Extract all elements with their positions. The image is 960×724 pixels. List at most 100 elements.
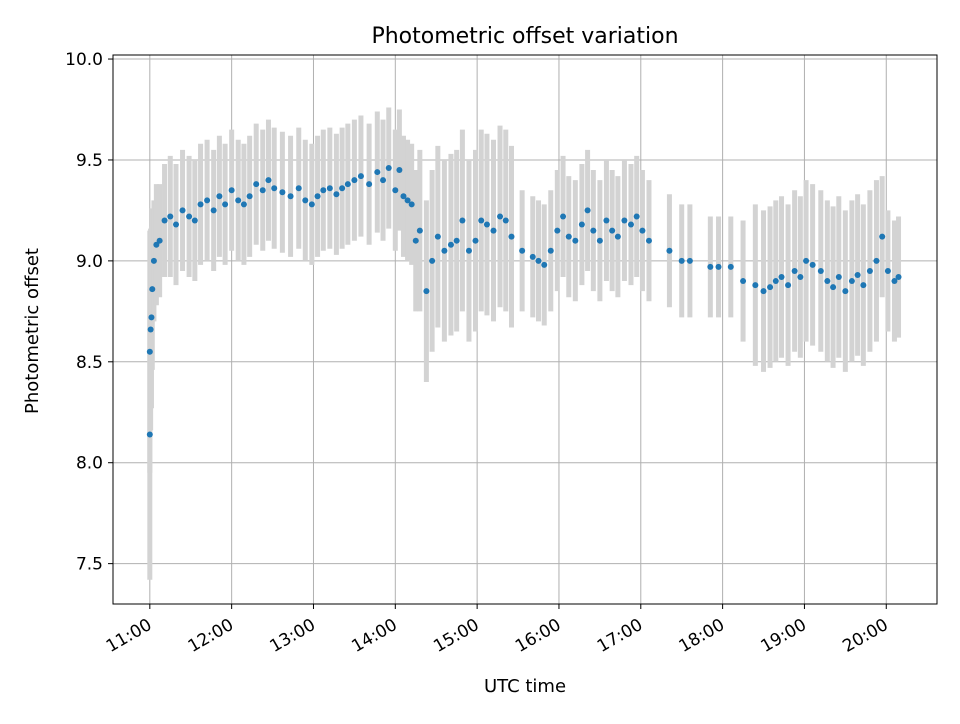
data-point bbox=[767, 284, 774, 291]
data-point bbox=[228, 187, 235, 194]
data-point bbox=[678, 257, 685, 264]
data-point bbox=[204, 197, 211, 204]
data-point bbox=[541, 261, 548, 268]
data-point bbox=[259, 187, 266, 194]
data-point bbox=[572, 237, 579, 244]
data-point bbox=[797, 274, 804, 281]
data-point bbox=[578, 221, 585, 228]
data-point bbox=[153, 241, 160, 248]
data-point bbox=[374, 169, 381, 176]
data-point bbox=[609, 227, 616, 234]
data-point bbox=[884, 267, 891, 274]
data-point bbox=[778, 274, 785, 281]
data-point bbox=[197, 201, 204, 208]
data-point bbox=[320, 187, 327, 194]
data-point bbox=[645, 237, 652, 244]
data-point bbox=[879, 233, 886, 240]
data-point bbox=[392, 187, 399, 194]
data-point bbox=[614, 233, 621, 240]
data-point bbox=[148, 314, 155, 321]
data-point bbox=[161, 217, 168, 224]
data-point bbox=[149, 286, 156, 293]
data-point bbox=[423, 288, 430, 295]
data-point bbox=[295, 185, 302, 192]
data-point bbox=[344, 181, 351, 188]
data-point bbox=[895, 274, 902, 281]
data-point bbox=[308, 201, 315, 208]
data-point bbox=[817, 267, 824, 274]
y-tick-label: 9.5 bbox=[76, 151, 103, 171]
data-point bbox=[396, 167, 403, 174]
data-point bbox=[809, 261, 816, 268]
data-point bbox=[385, 165, 392, 172]
data-point bbox=[186, 213, 193, 220]
data-point bbox=[891, 278, 898, 285]
data-point bbox=[603, 217, 610, 224]
data-point bbox=[240, 201, 247, 208]
data-point bbox=[279, 189, 286, 196]
y-tick-label: 7.5 bbox=[76, 555, 103, 575]
data-point bbox=[210, 207, 217, 214]
data-point bbox=[400, 193, 407, 200]
data-point bbox=[772, 278, 779, 285]
data-point bbox=[830, 284, 837, 291]
data-point bbox=[271, 185, 278, 192]
data-point bbox=[314, 193, 321, 200]
data-point bbox=[465, 247, 472, 254]
data-point bbox=[408, 201, 415, 208]
data-point bbox=[554, 227, 561, 234]
data-point bbox=[519, 247, 526, 254]
data-point bbox=[842, 288, 849, 295]
data-point bbox=[508, 233, 515, 240]
data-point bbox=[404, 197, 411, 204]
data-point bbox=[560, 213, 567, 220]
data-point bbox=[253, 181, 260, 188]
data-point bbox=[339, 185, 346, 192]
data-point bbox=[490, 227, 497, 234]
data-point bbox=[835, 274, 842, 281]
data-points bbox=[146, 165, 902, 438]
data-point bbox=[429, 257, 436, 264]
data-point bbox=[333, 191, 340, 198]
data-point bbox=[173, 221, 180, 228]
y-tick-label: 8.5 bbox=[76, 353, 103, 373]
data-point bbox=[727, 263, 734, 270]
data-point bbox=[535, 257, 542, 264]
data-point bbox=[873, 257, 880, 264]
data-point bbox=[584, 207, 591, 214]
data-point bbox=[666, 247, 673, 254]
data-point bbox=[412, 237, 419, 244]
data-point bbox=[590, 227, 597, 234]
chart-title: Photometric offset variation bbox=[371, 24, 678, 49]
data-point bbox=[639, 227, 646, 234]
data-point bbox=[848, 278, 855, 285]
data-point bbox=[760, 288, 767, 295]
y-axis-ticks: 7.5 8.0 8.5 9.0 9.5 10.0 bbox=[65, 50, 113, 575]
data-point bbox=[287, 193, 294, 200]
data-point bbox=[529, 253, 536, 260]
data-point bbox=[147, 326, 154, 333]
data-point bbox=[302, 197, 309, 204]
data-point bbox=[785, 282, 792, 289]
data-point bbox=[715, 263, 722, 270]
data-point bbox=[791, 267, 798, 274]
data-point bbox=[478, 217, 485, 224]
data-point bbox=[752, 282, 759, 289]
data-point bbox=[146, 348, 153, 355]
data-point bbox=[686, 257, 693, 264]
data-point bbox=[547, 247, 554, 254]
data-point bbox=[633, 213, 640, 220]
data-point bbox=[453, 237, 460, 244]
data-point bbox=[441, 247, 448, 254]
y-tick-label: 9.0 bbox=[76, 252, 103, 272]
data-point bbox=[565, 233, 572, 240]
data-point bbox=[150, 257, 157, 264]
data-point bbox=[707, 263, 714, 270]
data-point bbox=[824, 278, 831, 285]
data-point bbox=[357, 173, 364, 180]
data-point bbox=[351, 177, 358, 184]
data-point bbox=[246, 193, 253, 200]
data-point bbox=[216, 193, 223, 200]
data-point bbox=[416, 227, 423, 234]
